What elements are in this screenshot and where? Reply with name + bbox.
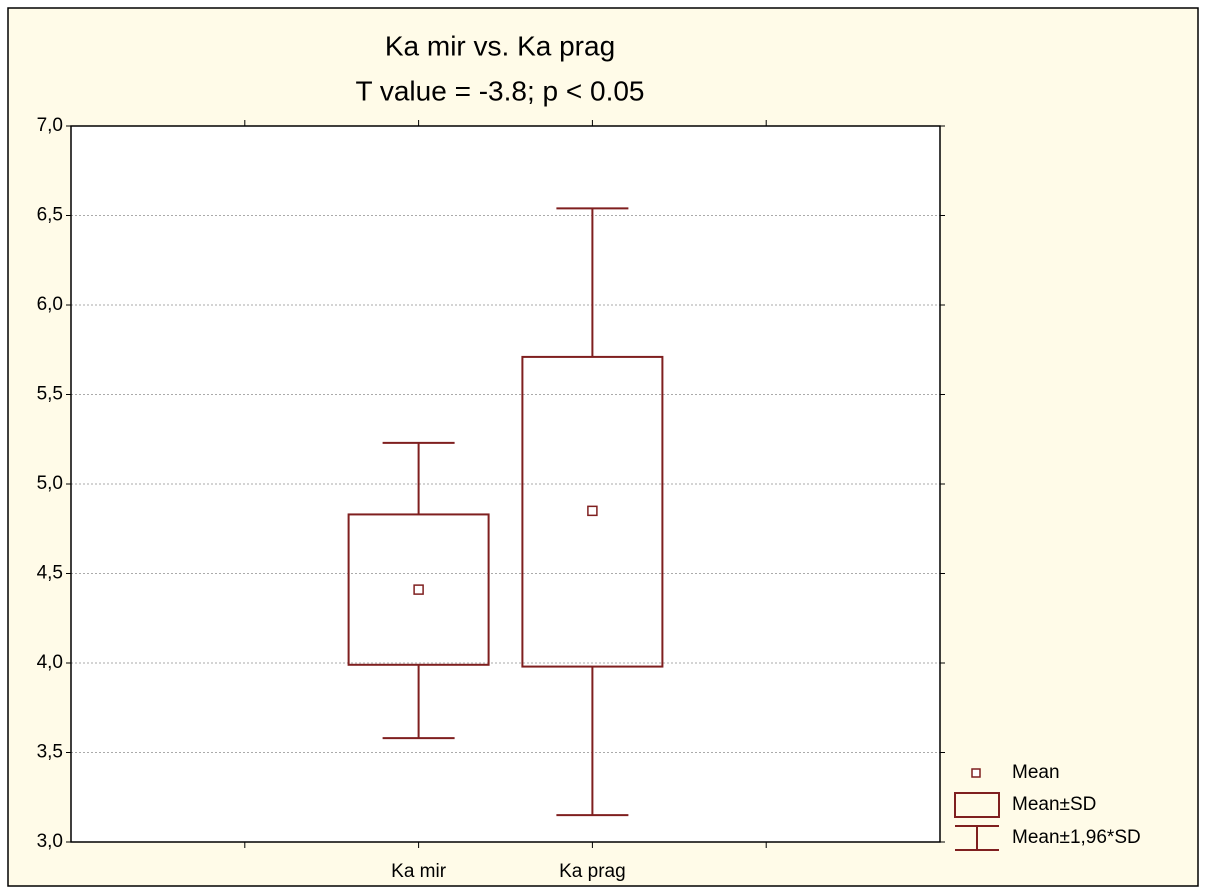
- y-tick-label: 4,0: [37, 652, 63, 673]
- legend-label: Mean±1,96*SD: [1012, 827, 1141, 848]
- legend-mean-icon: [971, 768, 981, 778]
- sd-box: [347, 513, 490, 666]
- mean-marker: [413, 584, 424, 595]
- x-tick-label: Ka mir: [391, 861, 447, 882]
- y-tick-label: 4,5: [37, 563, 63, 584]
- y-tick-label: 5,0: [37, 473, 63, 494]
- y-tick-label: 3,0: [37, 831, 63, 852]
- legend-label: Mean±SD: [1012, 794, 1096, 815]
- y-tick-label: 6,5: [37, 205, 63, 226]
- plot-border: [70, 125, 941, 843]
- mean-marker: [587, 505, 598, 517]
- x-tick-label: Ka prag: [559, 861, 626, 882]
- y-tick-label: 3,5: [37, 742, 63, 763]
- y-tick-label: 5,5: [37, 384, 63, 405]
- y-tick-label: 6,0: [37, 294, 63, 315]
- plot-area: [71, 126, 940, 842]
- y-tick-label: 7,0: [37, 115, 63, 136]
- chart-title: Ka mir vs. Ka prag: [385, 30, 615, 61]
- sd-box: [521, 355, 664, 668]
- legend-label: Mean: [1012, 762, 1060, 783]
- chart-subtitle: T value = -3.8; p < 0.05: [355, 75, 644, 106]
- legend-sd-icon: [954, 792, 1000, 818]
